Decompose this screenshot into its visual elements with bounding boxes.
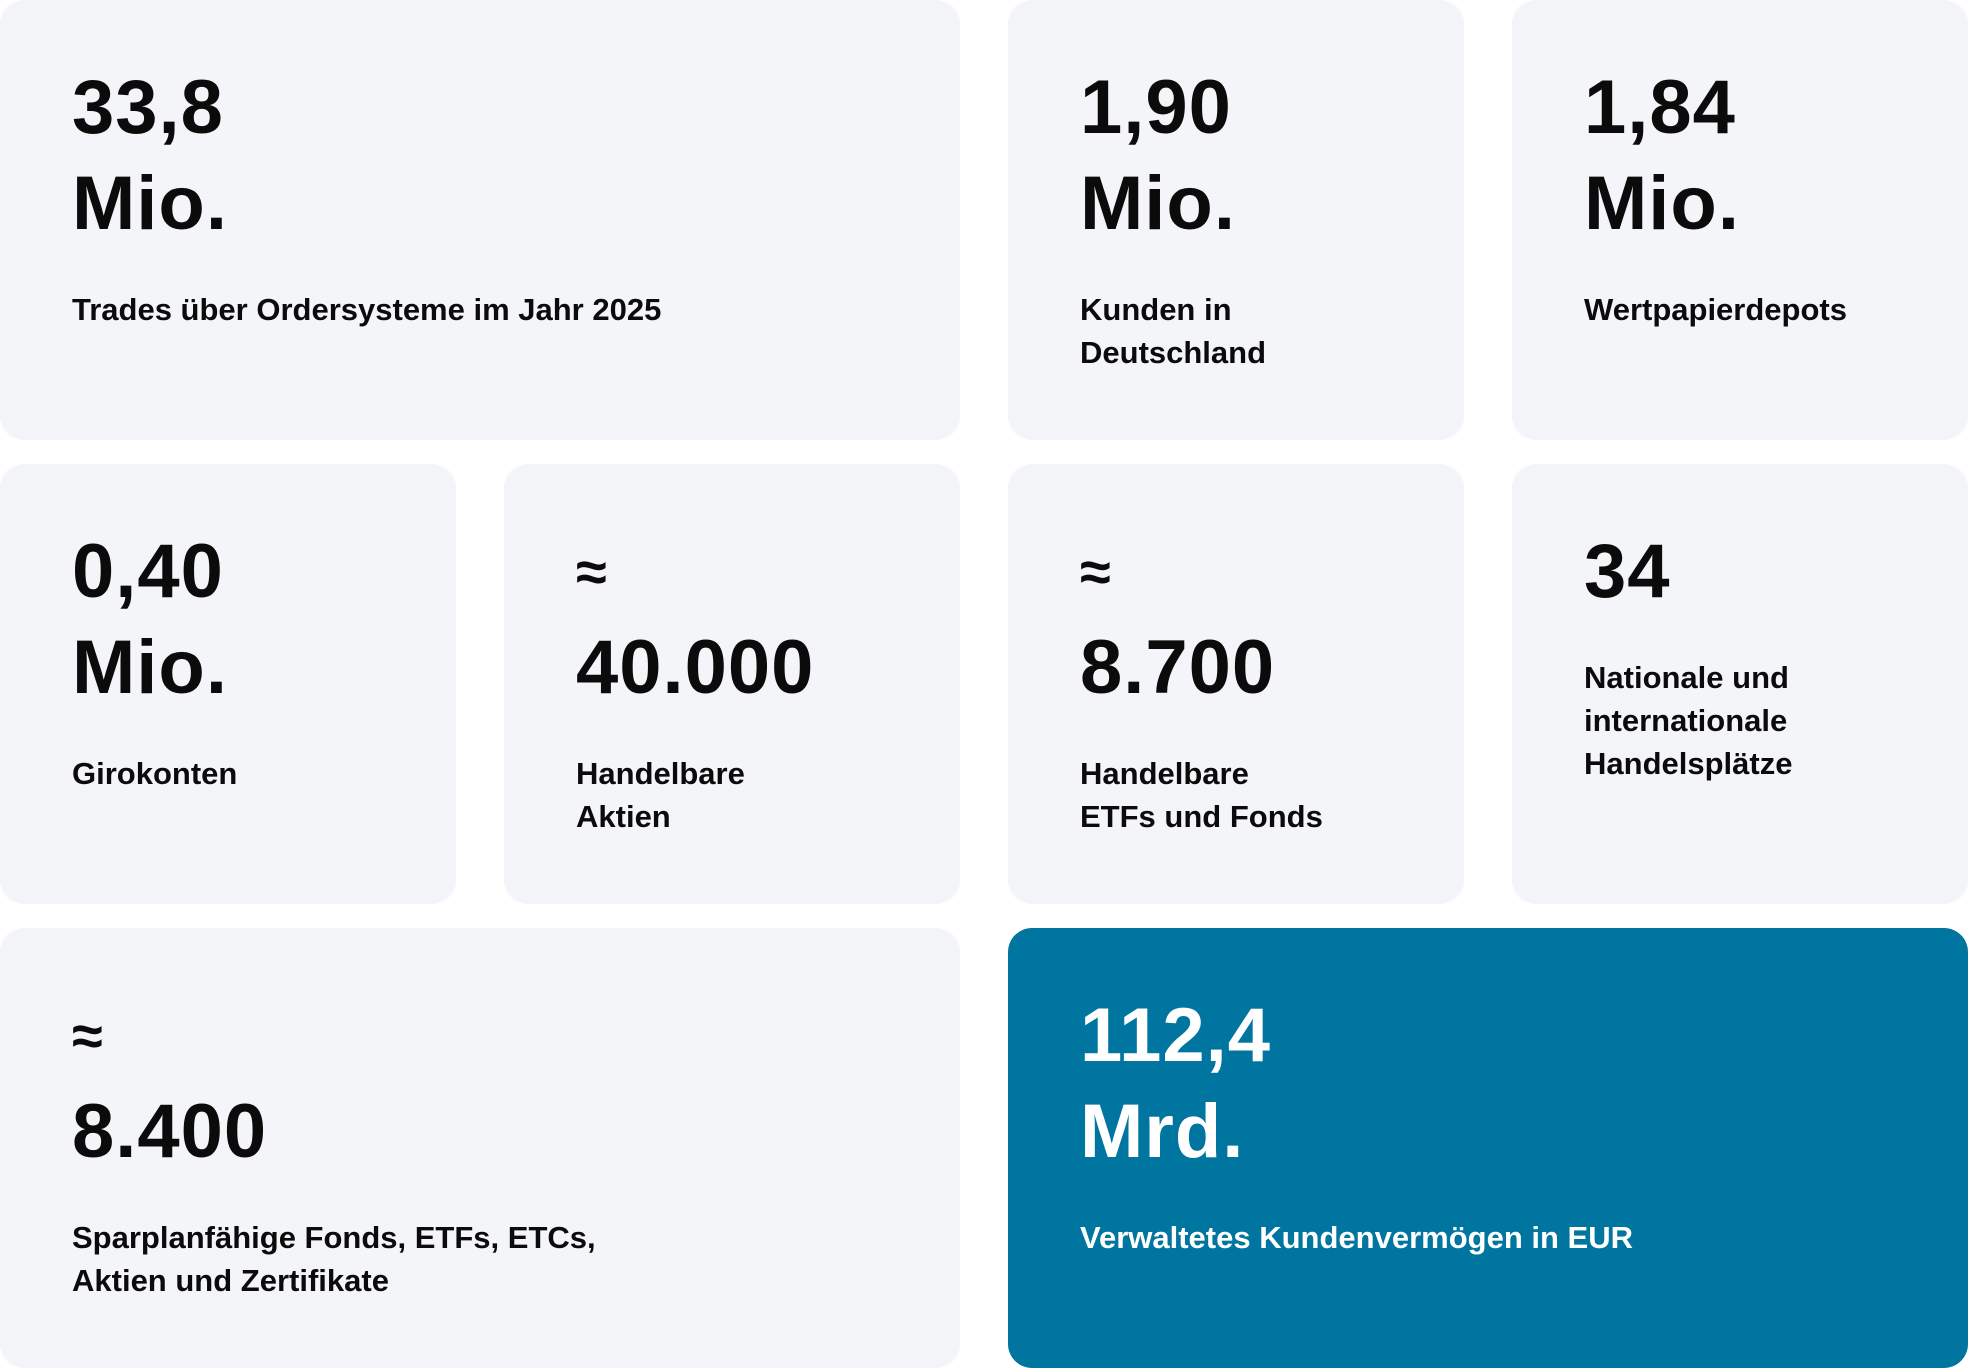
stat-label-line: Verwaltetes Kundenvermögen in EUR — [1080, 1220, 1633, 1255]
stat-label-line: Handelbare — [1080, 756, 1249, 791]
stat-number: 112,4 — [1080, 993, 1271, 1078]
stat-label: Sparplanfähige Fonds, ETFs, ETCs, Aktien… — [72, 1216, 596, 1302]
stat-label-line: Aktien und Zertifikate — [72, 1263, 389, 1298]
stat-number: 1,84 — [1584, 65, 1736, 150]
stat-number: 8.400 — [72, 1089, 268, 1174]
stat-value: 34 — [1584, 524, 1968, 620]
stat-value: ≈ 8.700 — [1080, 524, 1464, 716]
stat-card-assets: 112,4 Mrd. Verwaltetes Kundenvermögen in… — [1008, 928, 1968, 1368]
stat-card-depots: 1,84 Mio. Wertpapierdepots — [1512, 0, 1968, 440]
stat-label: Nationale und internationale Handelsplät… — [1584, 656, 1792, 785]
stat-label: Verwaltetes Kundenvermögen in EUR — [1080, 1216, 1633, 1259]
stat-label-line: Girokonten — [72, 756, 238, 791]
stat-label-line: ETFs und Fonds — [1080, 799, 1323, 834]
approx-sign: ≈ — [72, 1004, 104, 1067]
stat-card-shares: ≈ 40.000 Handelbare Aktien — [504, 464, 960, 904]
stat-unit: Mio. — [1080, 161, 1236, 246]
stat-label: Girokonten — [72, 752, 237, 795]
stat-number: 33,8 — [72, 65, 224, 150]
stat-value: 33,8 Mio. — [72, 60, 960, 252]
stat-card-trades: 33,8 Mio. Trades über Ordersysteme im Ja… — [0, 0, 960, 440]
stat-label-line: Trades über Ordersysteme im Jahr 2025 — [72, 292, 662, 327]
stat-card-savings-plans: ≈ 8.400 Sparplanfähige Fonds, ETFs, ETCs… — [0, 928, 960, 1368]
stat-value: ≈ 40.000 — [576, 524, 960, 716]
stat-value: 112,4 Mrd. — [1080, 988, 1968, 1180]
stat-number: 8.700 — [1080, 625, 1276, 710]
stat-value: 0,40 Mio. — [72, 524, 456, 716]
stat-label-line: internationale — [1584, 703, 1788, 738]
stat-label: Handelbare ETFs und Fonds — [1080, 752, 1323, 838]
stat-card-customers: 1,90 Mio. Kunden in Deutschland — [1008, 0, 1464, 440]
stat-card-giro: 0,40 Mio. Girokonten — [0, 464, 456, 904]
stat-label-line: Sparplanfähige Fonds, ETFs, ETCs, — [72, 1220, 596, 1255]
stat-unit: Mio. — [72, 625, 228, 710]
stat-number: 0,40 — [72, 529, 224, 614]
stat-unit: Mio. — [72, 161, 228, 246]
stat-label-line: Wertpapierdepots — [1584, 292, 1847, 327]
stat-label-line: Kunden in — [1080, 292, 1232, 327]
stat-label-line: Handelbare — [576, 756, 745, 791]
stat-label-line: Handelsplätze — [1584, 746, 1793, 781]
stat-card-etfs: ≈ 8.700 Handelbare ETFs und Fonds — [1008, 464, 1464, 904]
stat-label-line: Deutschland — [1080, 335, 1267, 370]
approx-sign: ≈ — [1080, 540, 1112, 603]
stat-unit: Mio. — [1584, 161, 1740, 246]
stat-label: Kunden in Deutschland — [1080, 288, 1266, 374]
stat-number: 1,90 — [1080, 65, 1232, 150]
stat-number: 40.000 — [576, 625, 815, 710]
approx-sign: ≈ — [576, 540, 608, 603]
stat-value: ≈ 8.400 — [72, 988, 960, 1180]
stat-label-line: Aktien — [576, 799, 671, 834]
stat-unit: Mrd. — [1080, 1089, 1245, 1174]
stat-label: Trades über Ordersysteme im Jahr 2025 — [72, 288, 661, 331]
stat-label: Wertpapierdepots — [1584, 288, 1847, 331]
stat-label-line: Nationale und — [1584, 660, 1789, 695]
stat-card-venues: 34 Nationale und internationale Handelsp… — [1512, 464, 1968, 904]
stat-number: 34 — [1584, 529, 1671, 614]
stat-label: Handelbare Aktien — [576, 752, 745, 838]
stat-value: 1,84 Mio. — [1584, 60, 1968, 252]
stat-value: 1,90 Mio. — [1080, 60, 1464, 252]
